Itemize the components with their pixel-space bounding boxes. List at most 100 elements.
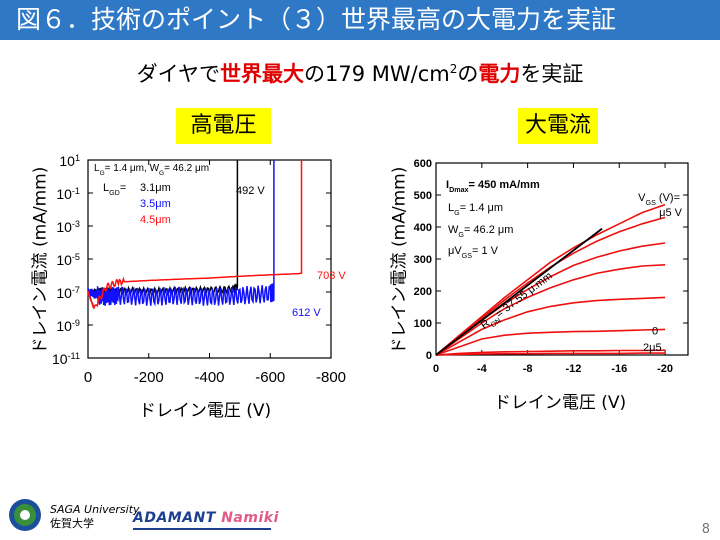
company-logo-underline <box>133 528 271 530</box>
right-info-lg-part: G <box>454 209 460 217</box>
left-chart: 0 -200 -400 -600 -800 101 10-1 10-3 10-5 10-7 10-9… <box>30 145 350 395</box>
left-annotation-top-part: = 46.2 μm <box>164 163 209 174</box>
left-x-tick-label-part: 0 <box>84 369 92 386</box>
right-vgs-label-top: μ5 V <box>659 207 683 219</box>
saga-university-logo-icon <box>9 499 41 531</box>
left-breakdown-label-1: 612 V <box>292 307 321 319</box>
left-y-tick-label-part: -9 <box>72 318 80 328</box>
subtitle-text-1: ダイヤで <box>136 62 220 86</box>
right-chart: 0 -4 -8 -12 -16 -20 0 100 200 300 400 500 600 RON= 37… <box>388 145 698 395</box>
right-chart-xlabel: ドレイン電圧 (V) <box>493 393 627 413</box>
right-x-tick-label-part: -12 <box>566 363 582 375</box>
right-info-vgs-part: = 1 V <box>472 245 499 257</box>
subtitle-text-4: を実証 <box>520 62 584 86</box>
right-y-tick-label: 400 <box>414 222 432 234</box>
left-x-tick-label: -800 <box>316 369 346 386</box>
left-legend-item-0: 3.1μm <box>140 182 171 194</box>
right-chart-svg: 0 -4 -8 -12 -16 -20 0 100 200 300 400 500 600 RON= 37… <box>414 158 689 375</box>
left-annotation-top-part: G <box>100 170 105 177</box>
left-x-tick-label: -400 <box>194 369 224 386</box>
subtitle-highlight-2: 電力 <box>478 62 521 86</box>
left-y-tick-label-part: 10 <box>56 186 72 202</box>
left-x-tick-label: 0 <box>84 369 92 386</box>
right-y-tick-label-part: 300 <box>414 254 432 266</box>
left-x-tick-label-part: -200 <box>134 369 164 386</box>
company-logo-part1: ADAMANT <box>133 510 222 526</box>
left-legend-title: LGD= <box>103 182 126 197</box>
left-annotation-top-part: = 1.4 μm, W <box>105 163 160 174</box>
left-series-0 <box>87 160 239 297</box>
right-y-tick-label: 500 <box>414 190 432 202</box>
right-info-wg-part: G <box>458 231 464 239</box>
subtitle-sup: 2 <box>449 62 458 76</box>
right-y-tick-label: 100 <box>414 318 432 330</box>
left-breakdown-label-2-part: 703 V <box>317 270 346 282</box>
right-y-tick-label-part: 400 <box>414 222 432 234</box>
right-y-tick-label: 0 <box>426 350 432 362</box>
left-y-tick-label-part: 10 <box>56 252 72 268</box>
right-x-tick-label: -12 <box>566 363 582 375</box>
left-y-tick-label-part: 10 <box>59 153 75 169</box>
right-series--1 <box>435 296 666 356</box>
left-x-tick-label-part: -800 <box>316 369 346 386</box>
left-legend-title-part: = <box>120 182 126 194</box>
left-breakdown-label-1-part: 612 V <box>292 307 321 319</box>
right-y-tick-label: 200 <box>414 286 432 298</box>
right-vgs-header-part: V <box>638 192 646 204</box>
page-number: 8 <box>701 522 710 537</box>
right-vgs-label-top-part: μ5 V <box>659 207 683 219</box>
right-series--2 <box>435 264 666 356</box>
left-y-tick-label-part: -3 <box>72 219 80 229</box>
right-info-vgs-part: GS <box>462 252 473 260</box>
left-y-tick-label-part: -1 <box>72 186 80 196</box>
subtitle-highlight-1: 世界最大 <box>220 62 304 86</box>
right-x-tick-label-part: -8 <box>523 363 533 375</box>
left-breakdown-label-0-part: 492 V <box>236 185 265 197</box>
right-info-idmax-part: = 450 mA/mm <box>469 179 540 191</box>
university-name-en: SAGA University <box>50 503 140 516</box>
left-breakdown-label-2: 703 V <box>317 270 346 282</box>
badge-high-current: 大電流 <box>518 108 598 144</box>
left-x-tick-label: -600 <box>255 369 285 386</box>
right-x-tick-label-part: -20 <box>657 363 673 375</box>
right-info-vgs: μVGS= 1 V <box>448 245 499 260</box>
right-info-lg-part: L <box>448 202 454 214</box>
right-info-idmax: IDmax= 450 mA/mm <box>446 179 540 194</box>
right-vgs-header: VGS (V)= <box>638 192 680 207</box>
right-info-lg: LG= 1.4 μm <box>448 202 503 217</box>
slide-subtitle: ダイヤで世界最大の179 MW/cm2の電力を実証 <box>0 58 720 88</box>
left-x-tick-label: -200 <box>134 369 164 386</box>
left-series-2 <box>87 160 303 310</box>
right-y-tick-label-part: 200 <box>414 286 432 298</box>
left-y-tick-label-part: 1 <box>75 153 80 163</box>
left-annotation-top: LG= 1.4 μm, WG= 46.2 μm <box>94 163 209 177</box>
left-y-tick-label-part: -11 <box>68 351 80 361</box>
right-x-tick-label-part: -4 <box>477 363 488 375</box>
left-chart-svg: 0 -200 -400 -600 -80010110-110-310-510-710-9… <box>52 153 346 386</box>
right-vgs-label-zero-part: 0 <box>652 325 658 337</box>
left-y-tick-label-part: 10 <box>56 285 72 301</box>
left-x-tick-label-part: -600 <box>255 369 285 386</box>
right-vgs-label-bottom: 2μ5 <box>643 342 662 354</box>
right-ron-label: RON= 37.55 μ.mm <box>479 270 557 334</box>
left-annotation-top-part: L <box>94 163 100 174</box>
left-legend-title-part: GD <box>109 189 120 197</box>
right-x-tick-label-part: 0 <box>433 363 439 375</box>
right-info-wg-part: W <box>448 224 459 236</box>
right-y-tick-label: 300 <box>414 254 432 266</box>
right-series--4 <box>435 216 666 356</box>
left-breakdown-label-0: 492 V <box>236 185 265 197</box>
right-x-tick-label: -8 <box>523 363 533 375</box>
right-y-tick-label-part: 500 <box>414 190 432 202</box>
left-legend-item-2: 4.5μm <box>140 214 171 226</box>
right-info-wg: WG= 46.2 μm <box>448 224 513 239</box>
left-legend-item-1-part: 3.5μm <box>140 198 171 210</box>
right-series-5 <box>435 352 666 356</box>
left-legend-item-2-part: 4.5μm <box>140 214 171 226</box>
left-y-tick-label: 101 <box>59 153 80 169</box>
left-y-tick-label: 10-3 <box>56 219 80 235</box>
left-y-tick-label: 10-11 <box>52 351 80 367</box>
slide-title: 図６．技術のポイント（３）世界最高の大電力を実証 <box>0 0 720 40</box>
university-name-jp: 佐賀大学 <box>50 517 94 530</box>
right-vgs-header-part: (V)= <box>656 192 680 204</box>
